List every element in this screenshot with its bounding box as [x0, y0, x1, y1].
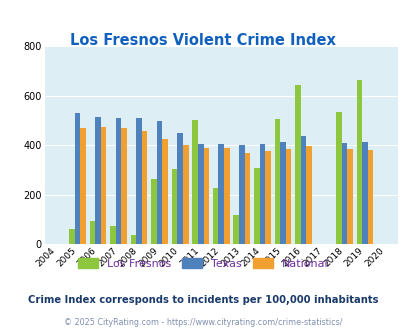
Bar: [300, 136, 305, 244]
Text: © 2025 CityRating.com - https://www.cityrating.com/crime-statistics/: © 2025 CityRating.com - https://www.city…: [64, 318, 341, 327]
Bar: [361, 142, 367, 244]
Bar: [346, 148, 352, 244]
Bar: [203, 148, 209, 244]
Legend: Los Fresnos, Texas, National: Los Fresnos, Texas, National: [73, 254, 332, 273]
Bar: [198, 144, 203, 244]
Bar: [75, 113, 80, 244]
Bar: [279, 142, 285, 244]
Bar: [142, 131, 147, 244]
Text: Los Fresnos Violent Crime Index: Los Fresnos Violent Crime Index: [70, 33, 335, 48]
Bar: [177, 133, 183, 244]
Bar: [224, 148, 229, 244]
Bar: [335, 112, 341, 244]
Bar: [356, 80, 361, 244]
Bar: [192, 120, 198, 244]
Text: Crime Index corresponds to incidents per 100,000 inhabitants: Crime Index corresponds to incidents per…: [28, 295, 377, 305]
Bar: [341, 143, 346, 244]
Bar: [136, 118, 142, 244]
Bar: [264, 151, 270, 244]
Bar: [130, 235, 136, 244]
Bar: [285, 149, 290, 244]
Bar: [69, 229, 75, 244]
Bar: [121, 128, 127, 244]
Bar: [239, 145, 244, 244]
Bar: [183, 145, 188, 244]
Bar: [171, 169, 177, 244]
Bar: [162, 139, 168, 244]
Bar: [367, 150, 373, 244]
Bar: [156, 121, 162, 244]
Bar: [274, 119, 279, 244]
Bar: [110, 226, 115, 244]
Bar: [100, 127, 106, 244]
Bar: [218, 144, 224, 244]
Bar: [151, 179, 156, 244]
Bar: [254, 168, 259, 244]
Bar: [115, 118, 121, 244]
Bar: [213, 188, 218, 244]
Bar: [95, 117, 100, 244]
Bar: [294, 85, 300, 244]
Bar: [305, 146, 311, 244]
Bar: [90, 221, 95, 244]
Bar: [80, 128, 85, 244]
Bar: [244, 153, 249, 244]
Bar: [259, 144, 264, 244]
Bar: [233, 214, 239, 244]
